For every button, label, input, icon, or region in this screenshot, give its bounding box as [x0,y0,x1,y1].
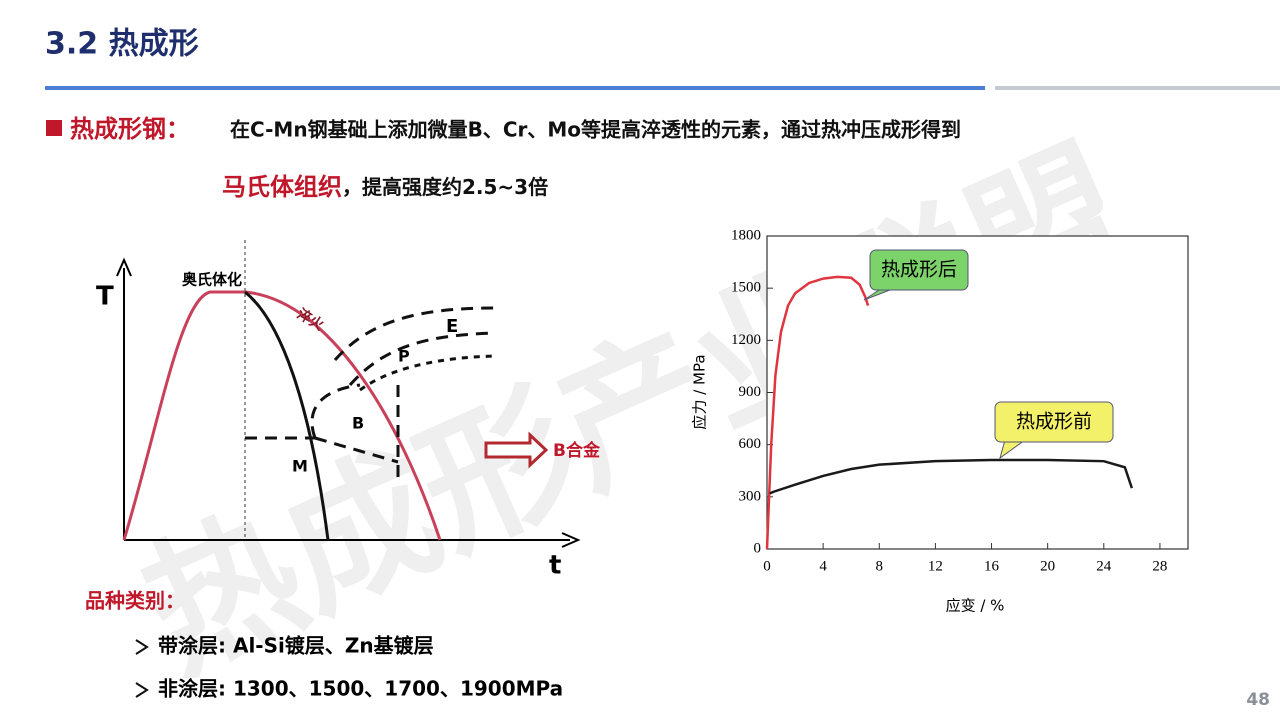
category-item: 非涂层: 1300、1500、1700、1900MPa [158,677,563,701]
axis-arrow [561,532,581,548]
y-tick-label: 900 [739,384,762,400]
cct-diagram [116,240,581,548]
series-line [769,458,1134,495]
axis-label: T [96,282,114,312]
region-label: P [398,347,410,366]
intro-rest: ，提高强度约2.5~3倍 [342,175,548,199]
diagram-label: 奥氏体化 [182,271,242,289]
categories-title: 品种类别： [85,589,185,613]
x-tick-label: 16 [984,558,1000,574]
legend-label: 热成形前 [1016,410,1092,432]
y-axis-label: 应力 / MPa [691,354,709,429]
x-tick-label: 8 [876,558,884,574]
item-marker [135,682,149,698]
ep-line [348,331,496,386]
martensite-curve [244,290,330,541]
intro-line2: 马氏体组织，提高强度约2.5~3倍 [222,173,548,201]
intro-text: 在C-Mn钢基础上添加微量B、Cr、Mo等提高淬透性的元素，通过热冲压成形得到 [230,118,961,142]
arrow-label: B合金 [553,440,601,461]
x-tick-label: 20 [1040,558,1055,574]
title-rule [45,86,985,90]
axis-arrow [116,257,132,277]
plot-frame [766,235,1189,550]
region-label: B [352,414,364,433]
y-tick-label: 1500 [731,280,761,296]
x-tick-label: 12 [928,558,943,574]
intro-highlight: 马氏体组织 [222,173,342,201]
y-tick-label: 1200 [731,332,761,348]
page-number: 48 [1246,690,1270,710]
callout [994,401,1114,443]
x-tick-label: 24 [1096,558,1112,574]
y-tick-label: 1800 [731,227,761,243]
y-tick-label: 600 [739,436,762,452]
y-tick-label: 0 [754,540,762,556]
axis-label: t [549,551,561,581]
b-start [310,383,361,439]
region-label: E [446,316,458,337]
stress-strain-chart: 0 4 8 12 16 20 24 28 0 300 600 900 1200 1500 1800 应变 / … [691,227,1189,615]
category-item: 带涂层: Al-Si镀层、Zn基镀层 [158,634,434,658]
item-marker [135,639,149,655]
arrow [484,431,549,469]
title-rule-grey [995,86,1280,90]
x-axis-label: 应变 / % [946,597,1005,615]
bullet [46,120,62,136]
intro-label: 热成形钢： [70,115,190,143]
slide-title: 3.2 热成形 [45,27,199,62]
e-line [333,306,496,361]
x-tick-label: 28 [1152,558,1167,574]
series-line [765,275,870,550]
b-finish [314,436,399,464]
region-label: M [292,457,308,476]
p-line [359,354,496,392]
callout [869,249,969,291]
x-tick-label: 4 [819,558,827,574]
legend-label: 热成形后 [881,258,957,280]
x-tick-label: 0 [763,558,771,574]
y-tick-label: 300 [739,488,762,504]
